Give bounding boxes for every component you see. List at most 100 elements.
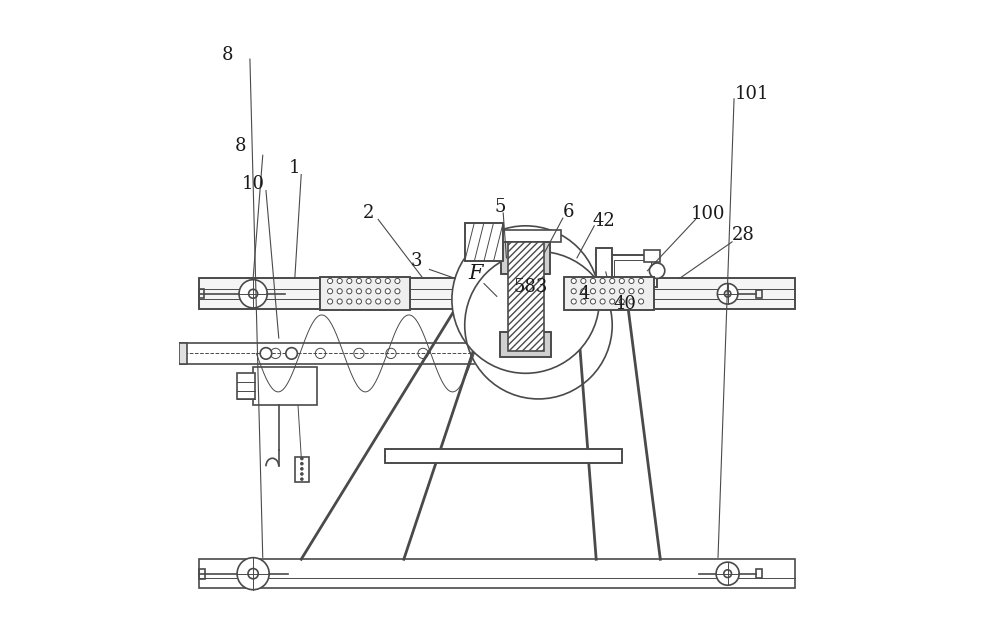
Circle shape	[716, 562, 739, 585]
Circle shape	[717, 283, 738, 304]
Circle shape	[590, 278, 596, 283]
Circle shape	[385, 299, 390, 304]
Circle shape	[328, 299, 333, 304]
Bar	[564, 277, 654, 310]
Circle shape	[594, 285, 598, 289]
Text: 6: 6	[563, 203, 574, 221]
Bar	[199, 289, 204, 298]
Circle shape	[629, 299, 634, 304]
Circle shape	[356, 289, 361, 294]
Text: 4: 4	[579, 285, 590, 303]
Circle shape	[331, 291, 335, 295]
Bar	[320, 277, 410, 310]
Text: 40: 40	[614, 295, 636, 313]
Circle shape	[347, 289, 352, 294]
Circle shape	[590, 289, 596, 294]
Bar	[490, 231, 561, 242]
Circle shape	[600, 289, 605, 294]
Bar	[644, 249, 660, 262]
Text: 42: 42	[593, 212, 615, 230]
Circle shape	[356, 299, 361, 304]
Circle shape	[239, 279, 267, 308]
Circle shape	[724, 570, 731, 578]
Circle shape	[347, 299, 352, 304]
Circle shape	[575, 304, 579, 308]
Circle shape	[389, 304, 393, 308]
Circle shape	[639, 299, 644, 304]
Bar	[614, 260, 651, 281]
Circle shape	[385, 289, 390, 294]
Circle shape	[594, 291, 598, 295]
Text: 8: 8	[222, 46, 233, 64]
Circle shape	[522, 308, 529, 316]
Circle shape	[571, 278, 576, 283]
Bar	[179, 343, 187, 364]
Circle shape	[337, 289, 342, 294]
Bar	[199, 569, 205, 579]
Circle shape	[575, 291, 579, 295]
Circle shape	[581, 278, 586, 283]
Circle shape	[581, 289, 586, 294]
Circle shape	[260, 348, 272, 359]
Circle shape	[639, 289, 644, 294]
Circle shape	[619, 289, 624, 294]
Bar	[500, 332, 551, 357]
Bar	[199, 278, 795, 309]
Circle shape	[248, 569, 258, 579]
Circle shape	[619, 299, 624, 304]
Circle shape	[633, 298, 637, 301]
Circle shape	[724, 290, 731, 297]
Circle shape	[571, 299, 576, 304]
Bar	[199, 559, 795, 588]
Circle shape	[237, 558, 269, 590]
Circle shape	[301, 468, 303, 470]
Circle shape	[301, 462, 303, 465]
Bar	[596, 248, 612, 296]
Text: 583: 583	[514, 278, 548, 296]
Circle shape	[639, 278, 644, 283]
Circle shape	[590, 299, 596, 304]
Circle shape	[331, 304, 335, 308]
Circle shape	[328, 278, 333, 283]
Circle shape	[649, 263, 665, 278]
Bar	[609, 254, 657, 287]
Bar	[500, 332, 551, 357]
Circle shape	[594, 304, 598, 308]
Bar	[237, 374, 255, 399]
Circle shape	[633, 304, 637, 308]
Circle shape	[522, 283, 529, 290]
Circle shape	[633, 285, 637, 289]
Circle shape	[389, 285, 393, 289]
Bar	[295, 457, 309, 482]
Bar	[320, 277, 410, 310]
Circle shape	[600, 278, 605, 283]
Text: 28: 28	[732, 227, 755, 245]
Circle shape	[571, 289, 576, 294]
Bar	[253, 367, 317, 405]
Circle shape	[301, 457, 303, 460]
Circle shape	[366, 278, 371, 283]
Text: 10: 10	[242, 175, 265, 193]
Circle shape	[385, 278, 390, 283]
Circle shape	[356, 278, 361, 283]
Circle shape	[370, 285, 374, 289]
Circle shape	[301, 478, 303, 480]
Circle shape	[347, 278, 352, 283]
Circle shape	[376, 278, 381, 283]
Circle shape	[575, 285, 579, 289]
Bar	[609, 254, 657, 287]
Circle shape	[331, 298, 335, 301]
Circle shape	[366, 289, 371, 294]
Circle shape	[452, 226, 599, 374]
Circle shape	[337, 278, 342, 283]
Circle shape	[376, 289, 381, 294]
Circle shape	[629, 278, 634, 283]
Circle shape	[613, 304, 617, 308]
Circle shape	[351, 298, 354, 301]
Circle shape	[286, 348, 297, 359]
Bar	[508, 242, 544, 351]
Circle shape	[610, 289, 615, 294]
Bar	[756, 290, 762, 298]
Bar	[501, 242, 550, 274]
Circle shape	[376, 299, 381, 304]
